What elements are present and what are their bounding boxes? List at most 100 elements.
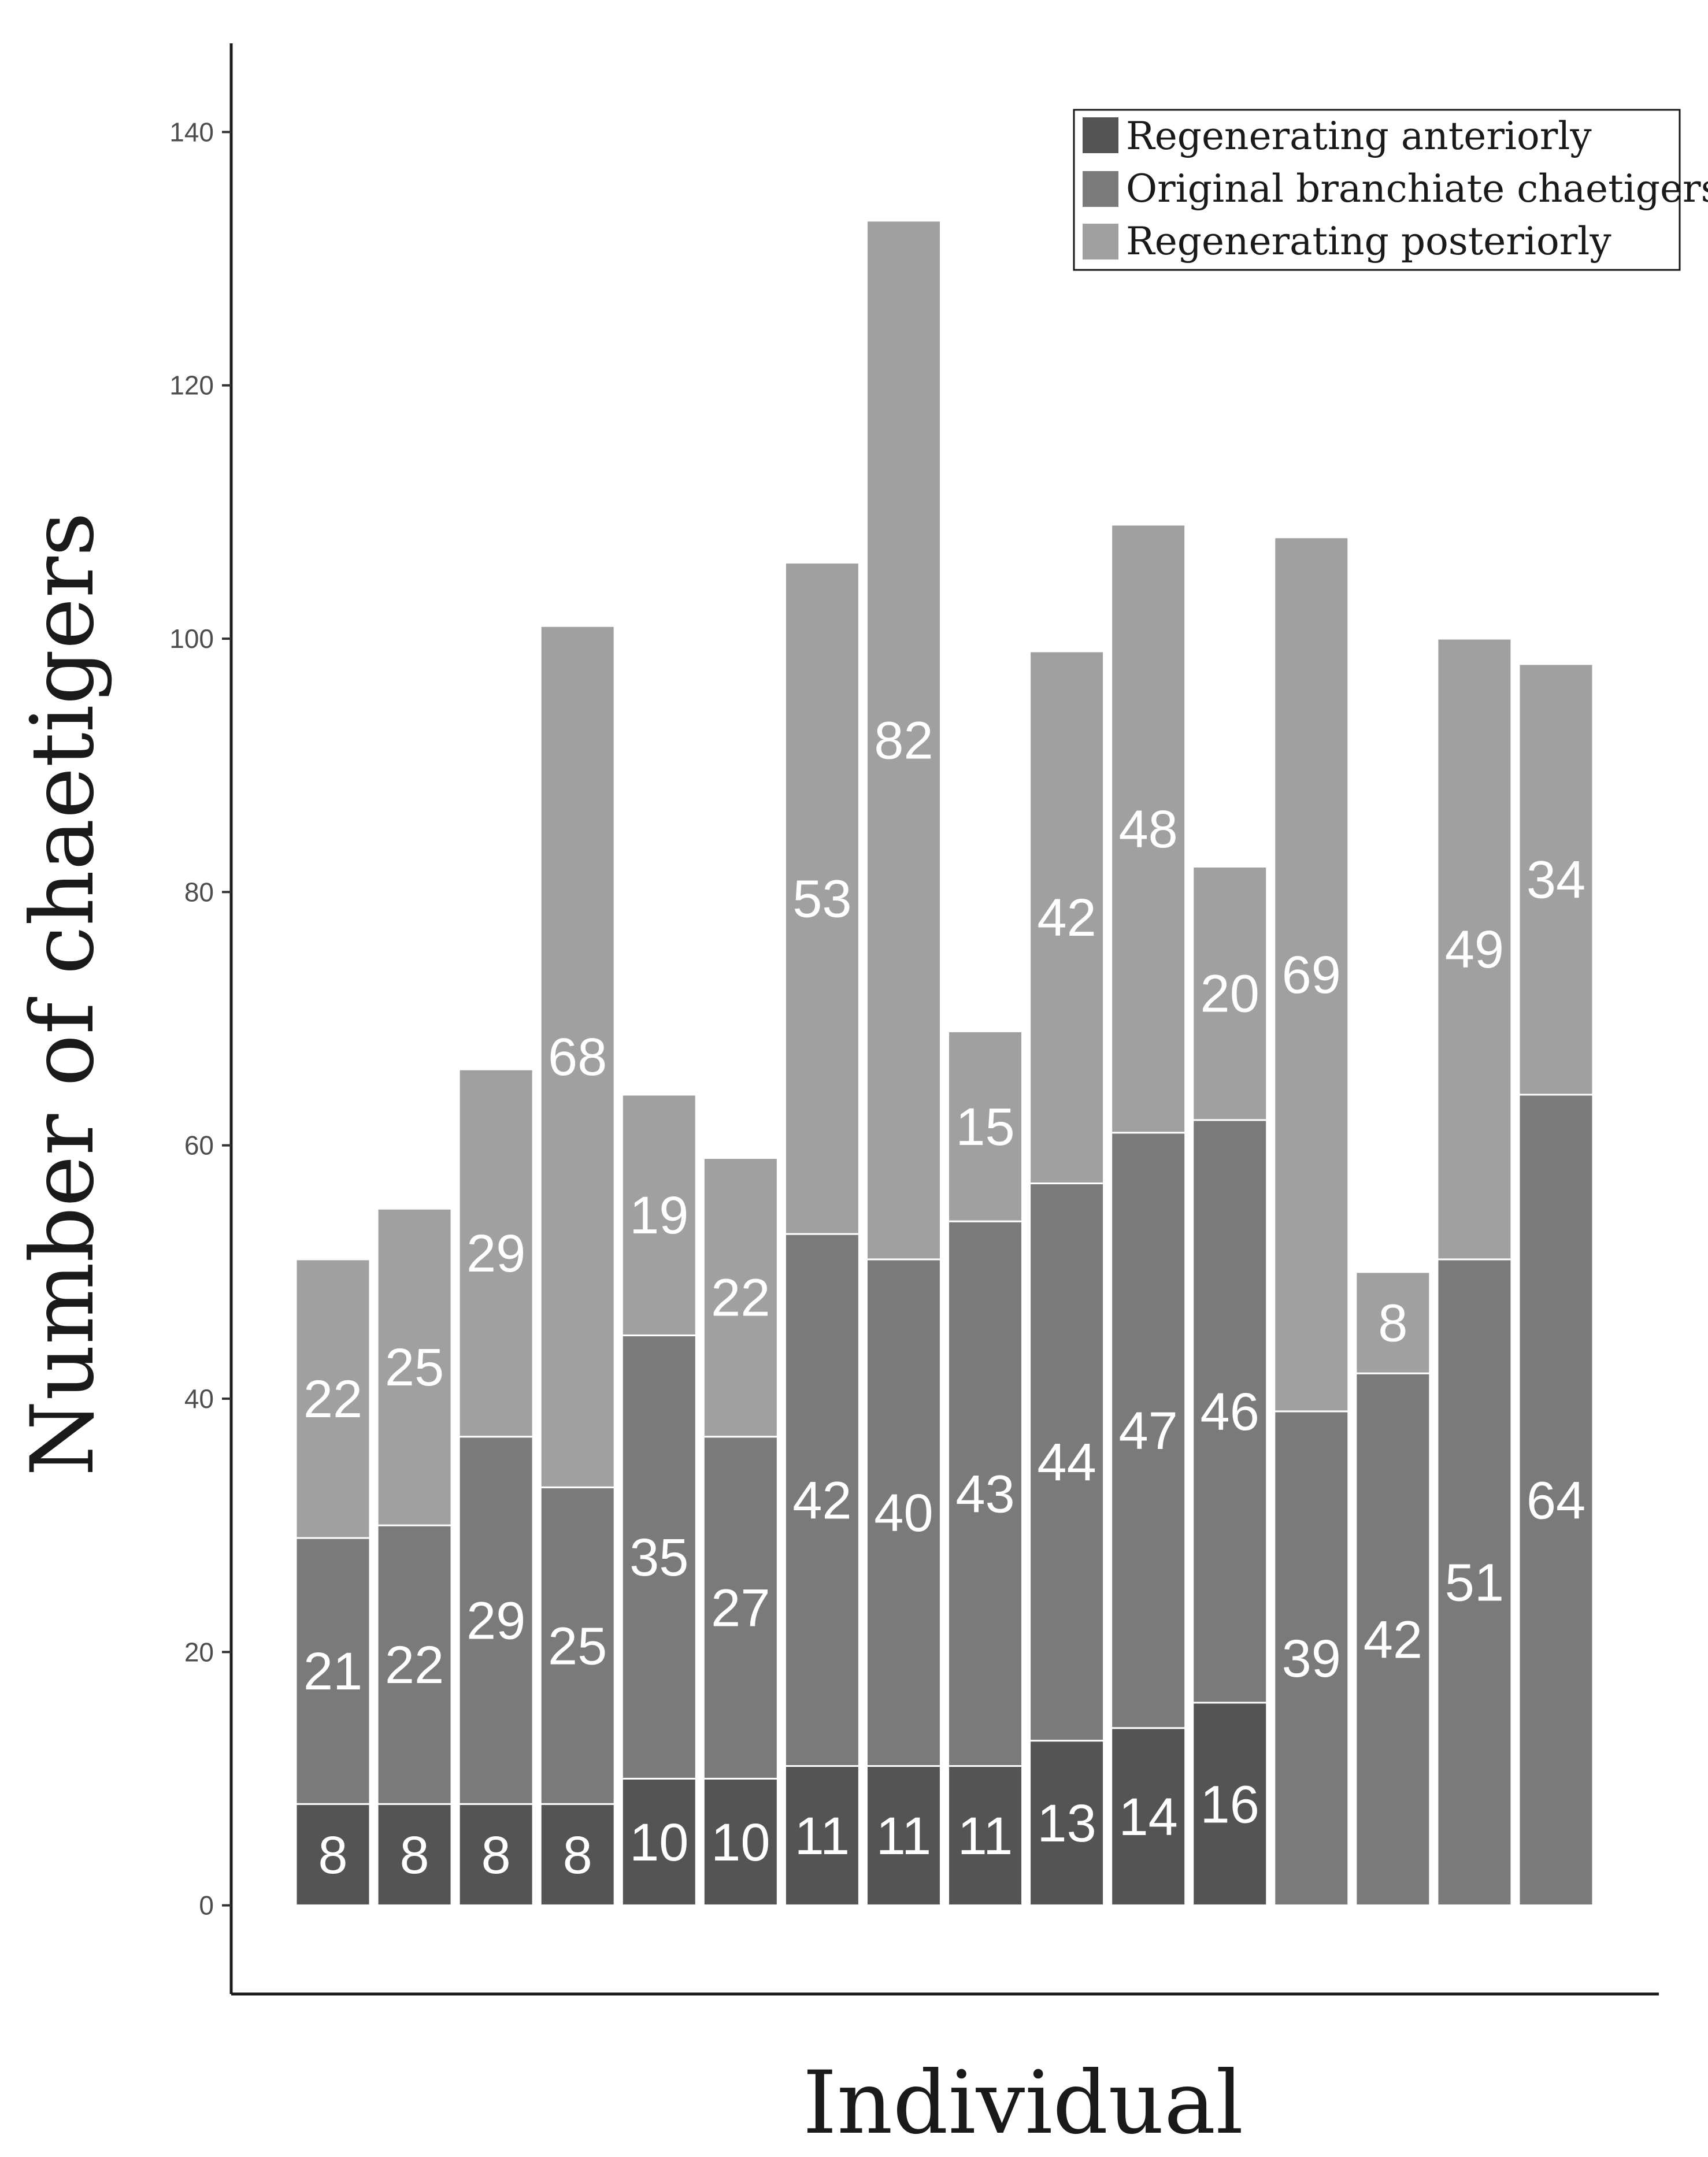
bar-segment bbox=[947, 1765, 1024, 1907]
bar-segment bbox=[865, 1258, 942, 1767]
bar-labels: 8 21 22 8 22 25 8 29 29 8 25 68 10 35 19 10 27 22 11 42 53 11… bbox=[303, 711, 1585, 1885]
y-tick-label: 60 bbox=[184, 1131, 214, 1161]
bar-segment bbox=[1436, 638, 1513, 1261]
bar-value-label: 42 bbox=[792, 1471, 851, 1530]
bar-value-label: 22 bbox=[303, 1370, 362, 1429]
bar-segment bbox=[376, 1207, 453, 1526]
bar-segment bbox=[458, 1803, 534, 1907]
bar-value-label: 19 bbox=[629, 1186, 688, 1245]
bar-value-label: 42 bbox=[1037, 888, 1096, 947]
y-tick-label: 20 bbox=[184, 1637, 214, 1667]
bar-segment bbox=[295, 1258, 371, 1539]
bar-segment bbox=[1273, 536, 1350, 1413]
bar-value-label: 16 bbox=[1201, 1775, 1259, 1834]
bar-segment bbox=[1355, 1271, 1431, 1374]
bar-value-label: 14 bbox=[1118, 1788, 1177, 1847]
bar-value-label: 44 bbox=[1037, 1433, 1096, 1492]
bar-value-label: 69 bbox=[1282, 946, 1341, 1005]
bar-value-label: 53 bbox=[792, 869, 851, 928]
bar-segment bbox=[1192, 866, 1268, 1121]
bar-segment bbox=[784, 562, 860, 1235]
bar-value-label: 8 bbox=[563, 1826, 592, 1885]
bar-segment bbox=[865, 1765, 942, 1907]
y-tick-label: 0 bbox=[199, 1891, 214, 1921]
legend-swatch-regenerating-posteriorly bbox=[1083, 224, 1118, 260]
bar-value-label: 15 bbox=[955, 1098, 1014, 1157]
bar-value-label: 13 bbox=[1037, 1794, 1096, 1853]
legend: Regenerating anteriorly Original branchi… bbox=[1073, 109, 1708, 271]
bar-segment bbox=[1192, 1119, 1268, 1704]
bar-value-label: 8 bbox=[399, 1826, 429, 1885]
bar-segment bbox=[539, 1803, 616, 1907]
bar-segment bbox=[621, 1777, 697, 1907]
bar-segment bbox=[1110, 1727, 1187, 1907]
bar-value-label: 29 bbox=[466, 1591, 525, 1650]
bar-segment bbox=[458, 1436, 534, 1805]
bars bbox=[295, 220, 1594, 1907]
bar-segment bbox=[621, 1094, 697, 1336]
bar-value-label: 8 bbox=[481, 1826, 511, 1885]
legend-label-regenerating-posteriorly: Regenerating posteriorly bbox=[1126, 219, 1611, 264]
bar-segment bbox=[1436, 1258, 1513, 1907]
bar-segment bbox=[865, 220, 942, 1261]
bar-value-label: 49 bbox=[1445, 920, 1504, 979]
bar-segment bbox=[1029, 1182, 1105, 1742]
bar-segment bbox=[702, 1157, 779, 1438]
bar-value-label: 48 bbox=[1118, 800, 1177, 859]
y-tick-label: 100 bbox=[169, 624, 214, 654]
bar-value-label: 35 bbox=[629, 1528, 688, 1587]
bar-segment bbox=[947, 1220, 1024, 1767]
bar-segment bbox=[947, 1030, 1024, 1222]
bar-segment bbox=[1029, 650, 1105, 1184]
bar-value-label: 68 bbox=[548, 1028, 607, 1087]
bar-segment bbox=[376, 1524, 453, 1805]
bar-value-label: 25 bbox=[548, 1617, 607, 1676]
bar-value-label: 22 bbox=[711, 1269, 770, 1328]
bar-value-label: 10 bbox=[629, 1813, 688, 1872]
bar-value-label: 10 bbox=[711, 1813, 770, 1872]
y-axis-title: Number of chaetigers bbox=[13, 512, 113, 1476]
bar-value-label: 82 bbox=[874, 711, 933, 770]
bar-value-label: 64 bbox=[1527, 1471, 1585, 1530]
bar-segment bbox=[1355, 1372, 1431, 1907]
bar-segment bbox=[1110, 524, 1187, 1134]
legend-swatch-original-branchiate bbox=[1083, 171, 1118, 207]
bar-value-label: 22 bbox=[385, 1636, 444, 1695]
bar-value-label: 27 bbox=[711, 1579, 770, 1638]
bar-value-label: 43 bbox=[955, 1465, 1014, 1524]
bar-segment bbox=[539, 625, 616, 1488]
y-axis: 0 20 40 60 80 100 120 140 bbox=[169, 43, 233, 1994]
bar-segment bbox=[1192, 1702, 1268, 1907]
y-tick-label: 140 bbox=[169, 117, 214, 147]
bar-value-label: 25 bbox=[385, 1338, 444, 1397]
bar-segment bbox=[295, 1537, 371, 1805]
bar-value-label: 47 bbox=[1118, 1402, 1177, 1461]
bar-value-label: 46 bbox=[1201, 1383, 1259, 1441]
y-tick-label: 80 bbox=[184, 877, 214, 907]
bar-segment bbox=[458, 1068, 534, 1438]
legend-swatch-regenerating-anteriorly bbox=[1083, 117, 1118, 153]
y-tick-label: 120 bbox=[169, 370, 214, 401]
legend-label-original-branchiate: Original branchiate chaetigers bbox=[1126, 166, 1708, 211]
bar-value-label: 11 bbox=[958, 1807, 1013, 1866]
bar-value-label: 40 bbox=[874, 1484, 933, 1543]
bar-segment bbox=[1029, 1740, 1105, 1907]
x-axis-title: Individual bbox=[803, 2053, 1244, 2154]
legend-label-regenerating-anteriorly: Regenerating anteriorly bbox=[1126, 114, 1592, 158]
bar-segment bbox=[784, 1233, 860, 1767]
bar-segment bbox=[376, 1803, 453, 1907]
bar-segment bbox=[1273, 1410, 1350, 1907]
bar-value-label: 21 bbox=[303, 1642, 362, 1701]
bar-segment bbox=[1518, 663, 1594, 1096]
bar-value-label: 29 bbox=[466, 1224, 525, 1283]
bar-segment bbox=[539, 1486, 616, 1805]
bar-value-label: 11 bbox=[795, 1807, 850, 1866]
bar-value-label: 42 bbox=[1364, 1610, 1422, 1669]
bar-value-label: 51 bbox=[1445, 1554, 1504, 1613]
legend-box bbox=[1073, 109, 1681, 271]
bar-value-label: 34 bbox=[1527, 850, 1585, 909]
bar-value-label: 8 bbox=[318, 1826, 347, 1885]
bar-segment bbox=[702, 1777, 779, 1907]
y-tick-label: 40 bbox=[184, 1384, 214, 1414]
